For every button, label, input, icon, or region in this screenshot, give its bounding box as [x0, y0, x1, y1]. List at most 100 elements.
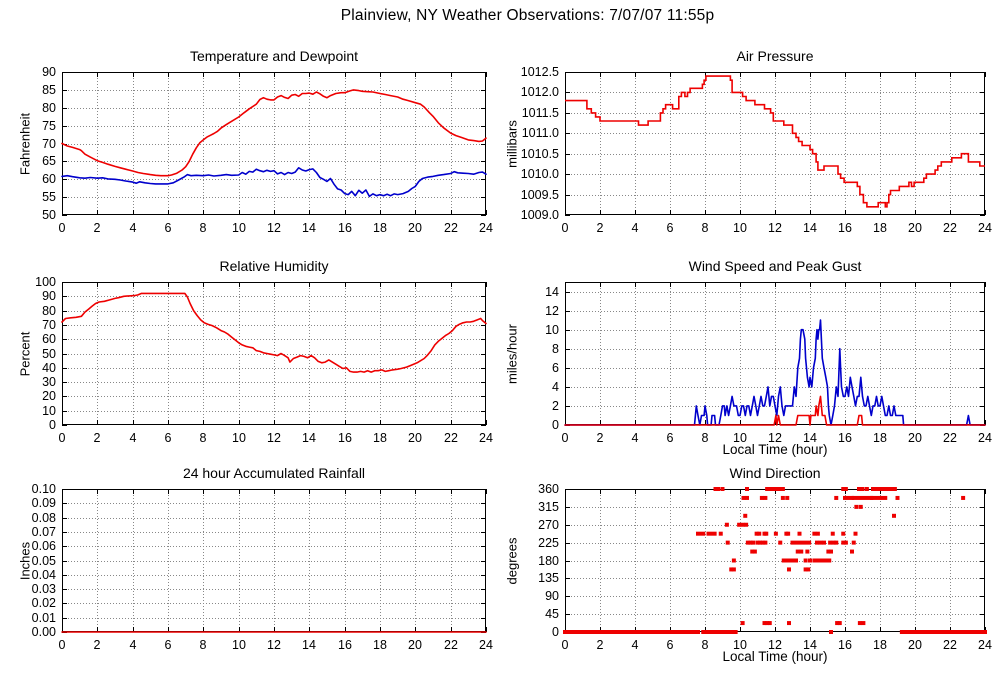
svg-text:14: 14 — [803, 221, 817, 235]
svg-text:0: 0 — [59, 638, 66, 652]
svg-text:22: 22 — [943, 638, 957, 652]
svg-text:18: 18 — [373, 431, 387, 445]
tick-labels: 0 2 4 6 8 10 12 14 16 18 20 22 240102030405060708090… — [35, 275, 493, 445]
svg-text:0: 0 — [562, 431, 569, 445]
svg-text:18: 18 — [873, 638, 887, 652]
svg-text:60: 60 — [42, 172, 56, 186]
svg-text:20: 20 — [42, 389, 56, 403]
svg-text:180: 180 — [538, 554, 559, 568]
svg-text:14: 14 — [545, 285, 559, 299]
svg-text:12: 12 — [267, 638, 281, 652]
svg-text:10: 10 — [545, 323, 559, 337]
chart-panel-relative-humidity: Relative Humidity Percent 0 2 4 6 8 10 12 14 16 1… — [0, 250, 500, 485]
wind-direction-plot: 0 2 4 6 8 10 12 14 16 18 20 22 240459013518022527031… — [538, 482, 992, 652]
svg-text:22: 22 — [943, 221, 957, 235]
svg-text:30: 30 — [42, 375, 56, 389]
svg-text:0: 0 — [552, 418, 559, 432]
tick-labels: 0 2 4 6 8 10 12 14 16 18 20 22 241009.01009.51010.01… — [521, 65, 992, 235]
svg-text:10: 10 — [733, 221, 747, 235]
svg-text:6: 6 — [667, 431, 674, 445]
svg-text:4: 4 — [130, 638, 137, 652]
svg-text:10: 10 — [232, 638, 246, 652]
svg-text:100: 100 — [35, 275, 56, 289]
svg-text:0: 0 — [49, 418, 56, 432]
svg-text:70: 70 — [42, 318, 56, 332]
svg-text:14: 14 — [803, 431, 817, 445]
svg-text:6: 6 — [165, 221, 172, 235]
svg-text:1012.5: 1012.5 — [521, 65, 559, 79]
svg-text:22: 22 — [444, 638, 458, 652]
svg-text:18: 18 — [873, 221, 887, 235]
rainfall-plot: 0 2 4 6 8 10 12 14 16 18 20 22 240.000.010.020.030.0… — [32, 482, 493, 652]
svg-text:0.05: 0.05 — [32, 554, 56, 568]
svg-text:20: 20 — [408, 638, 422, 652]
svg-text:0.10: 0.10 — [32, 482, 56, 496]
svg-text:4: 4 — [552, 380, 559, 394]
svg-text:10: 10 — [232, 221, 246, 235]
x-axis-label-local-time: Local Time (hour) — [722, 649, 828, 664]
svg-text:24: 24 — [479, 638, 493, 652]
svg-text:10: 10 — [733, 638, 747, 652]
chart-panel-air-pressure: Air Pressure millibars 0 2 4 6 8 10 12 14 16 18 20… — [500, 40, 1000, 275]
gridlines — [62, 282, 486, 425]
svg-text:65: 65 — [42, 154, 56, 168]
svg-text:6: 6 — [165, 431, 172, 445]
svg-text:0: 0 — [59, 221, 66, 235]
svg-text:0.08: 0.08 — [32, 511, 56, 525]
svg-text:50: 50 — [42, 208, 56, 222]
svg-text:12: 12 — [545, 304, 559, 318]
svg-text:8: 8 — [200, 638, 207, 652]
svg-text:60: 60 — [42, 332, 56, 346]
svg-text:8: 8 — [702, 221, 709, 235]
svg-text:4: 4 — [130, 431, 137, 445]
svg-text:6: 6 — [165, 638, 172, 652]
svg-text:10: 10 — [733, 431, 747, 445]
svg-text:2: 2 — [597, 431, 604, 445]
svg-text:0: 0 — [552, 625, 559, 639]
svg-text:14: 14 — [302, 221, 316, 235]
svg-text:16: 16 — [838, 431, 852, 445]
svg-text:20: 20 — [408, 221, 422, 235]
chart-title-wind-speed-gust: Wind Speed and Peak Gust — [688, 258, 862, 274]
svg-text:4: 4 — [632, 638, 639, 652]
gridlines — [565, 72, 985, 215]
page-title: Plainview, NY Weather Observations: 7/07… — [340, 7, 715, 24]
svg-text:24: 24 — [978, 638, 992, 652]
chart-panel-wind-direction: Wind Direction degrees 0 2 4 6 8 10 12 14 16 18 20… — [500, 457, 1000, 680]
svg-text:22: 22 — [444, 221, 458, 235]
svg-text:2: 2 — [94, 221, 101, 235]
svg-text:135: 135 — [538, 571, 559, 585]
svg-text:90: 90 — [42, 65, 56, 79]
svg-text:24: 24 — [479, 431, 493, 445]
air-pressure-plot: 0 2 4 6 8 10 12 14 16 18 20 22 241009.01009.51010.01… — [521, 65, 992, 235]
gridlines — [62, 489, 486, 632]
svg-text:10: 10 — [232, 431, 246, 445]
svg-text:0.00: 0.00 — [32, 625, 56, 639]
svg-text:12: 12 — [267, 221, 281, 235]
svg-text:12: 12 — [267, 431, 281, 445]
chart-title-relative-humidity: Relative Humidity — [219, 258, 329, 274]
svg-text:4: 4 — [130, 221, 137, 235]
svg-text:8: 8 — [702, 431, 709, 445]
svg-text:16: 16 — [338, 431, 352, 445]
svg-text:1009.0: 1009.0 — [521, 208, 559, 222]
svg-text:16: 16 — [338, 638, 352, 652]
svg-text:225: 225 — [538, 536, 559, 550]
series-air-pressure — [565, 75, 985, 208]
svg-text:18: 18 — [873, 431, 887, 445]
svg-text:18: 18 — [373, 638, 387, 652]
svg-text:14: 14 — [803, 638, 817, 652]
svg-text:16: 16 — [338, 221, 352, 235]
chart-title-wind-direction: Wind Direction — [729, 465, 821, 481]
tick-labels: 0 2 4 6 8 10 12 14 16 18 20 22 240459013518022527031… — [538, 482, 992, 652]
tick-labels: 0 2 4 6 8 10 12 14 16 18 20 22 240.000.010.020.030.0… — [32, 482, 493, 652]
svg-text:24: 24 — [978, 221, 992, 235]
svg-text:1011.0: 1011.0 — [522, 126, 559, 140]
series-peak-gust — [564, 319, 986, 426]
